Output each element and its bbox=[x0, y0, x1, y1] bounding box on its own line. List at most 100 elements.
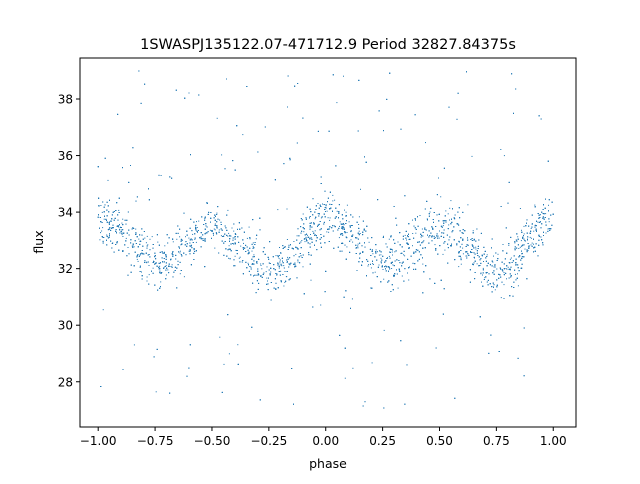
data-point bbox=[135, 200, 137, 202]
data-point bbox=[511, 286, 513, 288]
data-point bbox=[302, 117, 304, 119]
data-point bbox=[122, 236, 124, 237]
data-point bbox=[352, 216, 354, 218]
data-point bbox=[282, 245, 284, 247]
data-point bbox=[523, 244, 525, 246]
data-point bbox=[295, 253, 297, 255]
data-point bbox=[315, 240, 317, 242]
data-point bbox=[214, 219, 216, 221]
data-point bbox=[175, 89, 177, 91]
data-point bbox=[379, 250, 381, 252]
data-point bbox=[517, 267, 519, 269]
data-point bbox=[541, 211, 543, 213]
data-point bbox=[183, 212, 185, 214]
data-point bbox=[229, 248, 231, 250]
data-point bbox=[255, 292, 257, 294]
data-point bbox=[471, 244, 473, 246]
data-point bbox=[141, 250, 143, 251]
data-point bbox=[413, 225, 415, 227]
data-point bbox=[458, 251, 460, 252]
data-point bbox=[242, 239, 244, 241]
data-point bbox=[461, 232, 463, 234]
data-point bbox=[491, 238, 493, 240]
data-point bbox=[399, 262, 401, 264]
data-point bbox=[239, 228, 241, 230]
data-point bbox=[461, 243, 463, 245]
data-point bbox=[192, 242, 194, 243]
data-point bbox=[506, 252, 508, 254]
data-point bbox=[432, 219, 434, 220]
data-point bbox=[200, 246, 202, 248]
data-point bbox=[533, 243, 534, 245]
data-point bbox=[104, 215, 105, 217]
data-point bbox=[408, 239, 410, 240]
data-point bbox=[476, 250, 478, 252]
data-point bbox=[131, 228, 133, 230]
data-point bbox=[258, 258, 260, 260]
data-point bbox=[318, 215, 320, 217]
data-point bbox=[456, 244, 458, 246]
data-point bbox=[498, 273, 500, 275]
data-point bbox=[303, 228, 305, 230]
data-point bbox=[378, 264, 380, 266]
data-point bbox=[445, 220, 447, 222]
data-point bbox=[474, 260, 476, 262]
data-point bbox=[362, 251, 364, 253]
data-point bbox=[521, 231, 523, 233]
data-point bbox=[170, 258, 172, 260]
data-point bbox=[203, 224, 205, 225]
data-point bbox=[368, 264, 370, 266]
data-point bbox=[195, 224, 197, 226]
data-point bbox=[213, 217, 215, 219]
data-point bbox=[226, 234, 228, 236]
data-point bbox=[310, 254, 312, 256]
data-point bbox=[233, 223, 235, 225]
data-point bbox=[320, 217, 322, 219]
data-point bbox=[388, 270, 389, 272]
data-point bbox=[309, 243, 311, 245]
data-point bbox=[141, 275, 143, 277]
data-point bbox=[513, 255, 515, 257]
data-point bbox=[275, 288, 277, 290]
data-point bbox=[498, 277, 500, 279]
data-point bbox=[483, 279, 485, 280]
data-point bbox=[362, 251, 364, 253]
data-point bbox=[309, 217, 310, 219]
data-point bbox=[413, 252, 415, 254]
data-point bbox=[155, 262, 157, 264]
data-point bbox=[142, 253, 144, 255]
data-point bbox=[508, 244, 510, 246]
data-point bbox=[365, 230, 367, 232]
data-point bbox=[126, 232, 128, 234]
data-point bbox=[204, 240, 206, 242]
data-point bbox=[180, 254, 182, 255]
data-point bbox=[450, 200, 452, 202]
data-point bbox=[252, 282, 254, 284]
data-point bbox=[163, 267, 165, 269]
data-point bbox=[454, 214, 456, 216]
data-point bbox=[498, 351, 500, 352]
data-point bbox=[387, 266, 389, 268]
data-point bbox=[480, 262, 482, 264]
data-point bbox=[294, 85, 296, 87]
data-point bbox=[329, 203, 331, 205]
data-point bbox=[283, 163, 285, 165]
data-point bbox=[212, 232, 214, 234]
data-point bbox=[305, 218, 307, 220]
data-point bbox=[540, 236, 542, 238]
data-point bbox=[530, 237, 532, 239]
data-point bbox=[102, 240, 104, 242]
data-point bbox=[533, 238, 534, 240]
data-point bbox=[152, 244, 154, 245]
data-point bbox=[189, 253, 191, 255]
data-point bbox=[408, 233, 409, 235]
data-point bbox=[111, 214, 113, 216]
data-point bbox=[141, 278, 143, 280]
data-point bbox=[358, 224, 360, 225]
data-point bbox=[476, 252, 478, 254]
data-point bbox=[296, 239, 298, 241]
data-point bbox=[111, 243, 113, 244]
data-point bbox=[385, 243, 387, 245]
data-point bbox=[341, 214, 343, 216]
data-point bbox=[390, 291, 392, 292]
